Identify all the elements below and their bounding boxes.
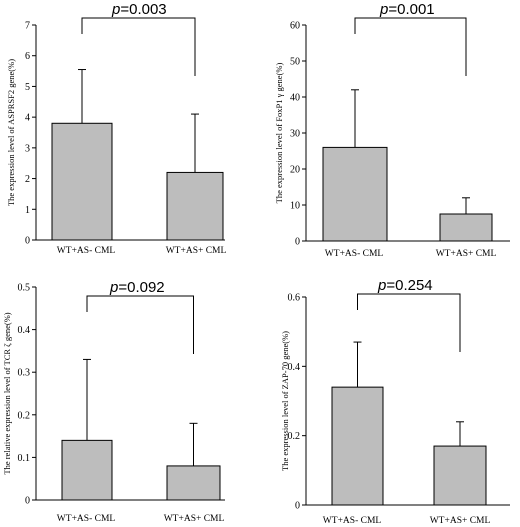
y-tick-label: 0: [295, 237, 300, 248]
y-tick-label: 10: [290, 201, 300, 212]
y-tick-label: 0: [295, 501, 300, 512]
p-symbol: p: [111, 1, 120, 18]
y-tick-label: 0.3: [18, 368, 31, 379]
bar: [166, 171, 224, 241]
y-tick-label: 30: [290, 129, 300, 140]
y-axis-label: The expression level of FoxP1 γ gene(%): [274, 63, 284, 204]
y-tick-label: 7: [25, 21, 30, 32]
bar: [331, 386, 384, 506]
p-symbol: p: [379, 1, 388, 18]
y-tick-label: 0: [25, 496, 30, 507]
y-axis-label: The expression level of ZAP-70 gene(%): [280, 331, 290, 471]
category-label: WT+AS+ CML: [436, 249, 497, 259]
p-value: =0.254: [386, 277, 432, 294]
y-tick-label: 0.2: [18, 410, 31, 421]
p-value-annotation: p=0.003: [111, 1, 167, 18]
bar: [166, 465, 221, 501]
chart-panel-2: 0 10 20 30 40 50 60 The expression level of Fox…: [274, 1, 510, 259]
significance-bracket: [86, 295, 194, 354]
p-value-annotation: p=0.092: [109, 279, 165, 296]
category-label: WT+AS- CML: [323, 516, 382, 526]
y-tick-label: 5: [25, 82, 30, 93]
bar: [51, 122, 113, 241]
y-axis-label: The relative expression level of TCR ζ g…: [2, 312, 12, 474]
category-label: WT+AS+ CML: [430, 516, 491, 526]
category-label: WT+AS+ CML: [164, 514, 225, 524]
y-tick-label: 50: [290, 57, 300, 68]
y-tick-label: 0.5: [18, 283, 31, 294]
bar: [439, 213, 493, 242]
y-tick-label: 60: [290, 21, 300, 32]
y-tick-label: 4: [25, 113, 30, 124]
y-tick-label: 20: [290, 165, 300, 176]
p-value-annotation: p=0.001: [379, 1, 435, 18]
p-symbol: p: [377, 277, 386, 294]
y-tick-label: 0.1: [18, 453, 31, 464]
y-tick-label: 3: [25, 143, 30, 154]
category-label: WT+AS+ CML: [166, 246, 227, 256]
p-value: =0.001: [388, 1, 434, 18]
category-label: WT+AS- CML: [325, 249, 384, 259]
significance-bracket: [81, 17, 196, 76]
y-tick-label: 40: [290, 93, 300, 104]
y-tick-label: 0: [25, 236, 30, 247]
p-value: =0.003: [120, 1, 166, 18]
chart-panel-3: 0 0.1 0.2 0.3 0.4 0.5 The relative expression …: [2, 279, 225, 524]
category-label: WT+AS- CML: [57, 246, 116, 256]
y-axis-label: The expression level of ASPRSF2 gene(%): [6, 59, 16, 206]
category-label: WT+AS- CML: [57, 514, 116, 524]
p-value-annotation: p=0.254: [377, 277, 433, 294]
y-tick-label: 0.4: [18, 325, 31, 336]
y-tick-label: 6: [25, 51, 30, 62]
p-value: =0.092: [118, 279, 164, 296]
p-symbol: p: [109, 279, 118, 296]
significance-bracket: [357, 293, 461, 352]
bar: [433, 445, 487, 506]
bar: [322, 146, 388, 242]
bar: [61, 439, 113, 501]
significance-bracket: [354, 17, 467, 76]
y-tick-label: 0.2: [288, 431, 301, 442]
chart-panel-1: 0 1 2 3 4 5 6 7 The expression level of ASPRSF2 …: [6, 1, 226, 256]
y-tick-label: 1: [25, 205, 30, 216]
y-tick-label: 0.4: [288, 362, 301, 373]
y-tick-label: 0.6: [288, 293, 301, 304]
chart-panel-4: 0 0.2 0.4 0.6 The expression level of ZAP-70…: [280, 277, 510, 526]
y-tick-label: 2: [25, 174, 30, 185]
